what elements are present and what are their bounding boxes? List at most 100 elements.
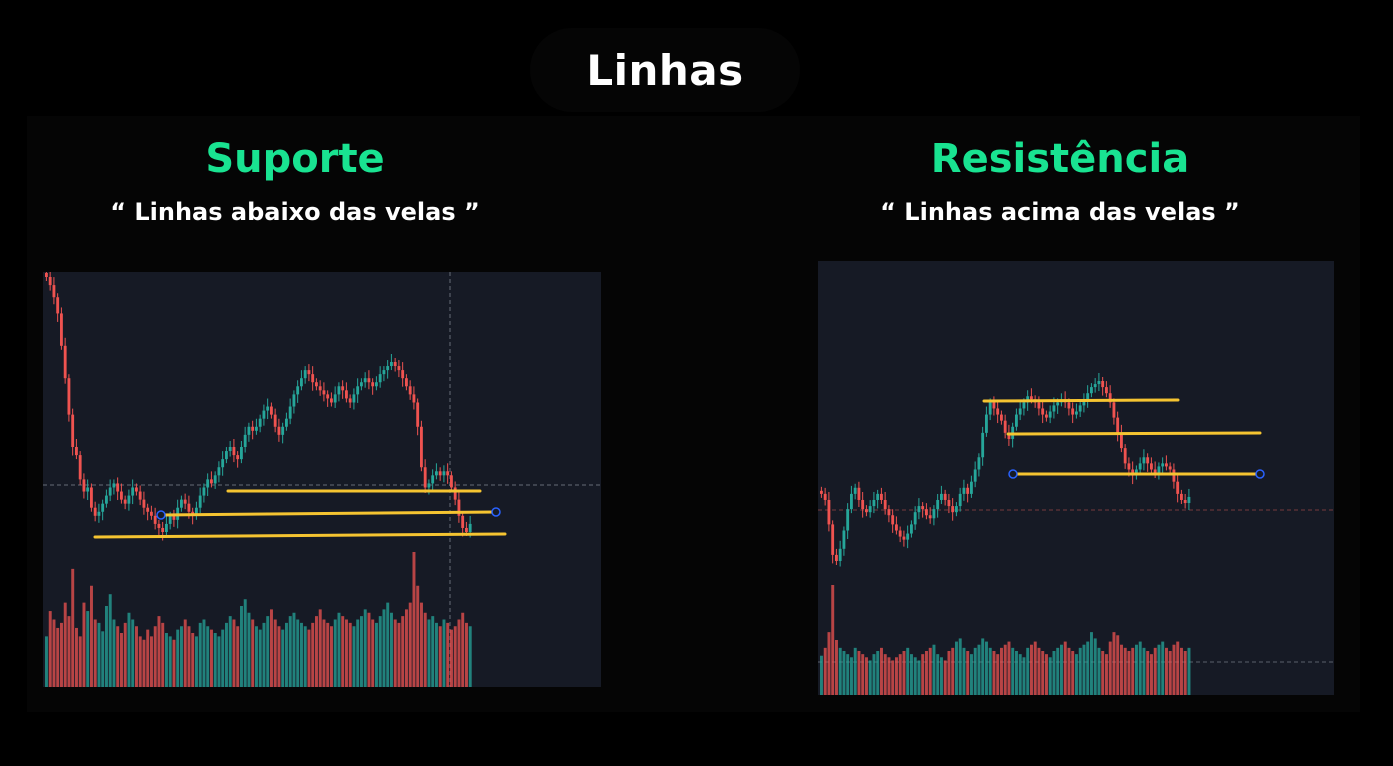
volume-bar <box>1063 641 1067 695</box>
subheading-suporte: “ Linhas abaixo das velas ” <box>110 198 480 226</box>
candle-body <box>146 507 150 512</box>
candle-body <box>996 408 1000 415</box>
candle-body <box>416 402 420 427</box>
volume-bar <box>1018 654 1022 695</box>
volume-bar <box>1030 644 1033 695</box>
candle-body <box>887 509 891 516</box>
candle-body <box>1105 387 1108 394</box>
volume-bar <box>217 636 221 687</box>
volume-bar <box>1045 654 1048 695</box>
candle-body <box>1052 405 1056 412</box>
candle-body <box>1000 414 1003 421</box>
candle-body <box>123 499 127 504</box>
volume-bar <box>348 622 352 687</box>
volume-bar <box>176 629 180 687</box>
volume-bar <box>228 616 232 687</box>
candle-body <box>93 507 97 516</box>
volume-bar <box>850 657 853 695</box>
candle-body <box>827 499 831 525</box>
volume-bar <box>86 611 90 687</box>
candle-body <box>857 487 861 500</box>
volume-bar <box>442 619 446 687</box>
volume-bar <box>315 616 318 687</box>
heading-suporte: Suporte <box>205 136 385 182</box>
volume-bar <box>93 619 97 687</box>
volume-bar <box>1011 647 1015 695</box>
candle-body <box>1176 481 1180 494</box>
volume-bar <box>206 626 210 687</box>
candle-body <box>1123 448 1127 464</box>
volume-bar <box>1105 654 1108 695</box>
volume-bar <box>1026 647 1030 695</box>
volume-bar <box>1123 647 1127 695</box>
candle-body <box>442 471 446 476</box>
volume-bar <box>981 638 985 695</box>
volume-bar <box>1150 654 1153 695</box>
volume-bar <box>823 647 827 695</box>
candle-body <box>1082 399 1086 406</box>
volume-bar <box>161 622 165 687</box>
candle-body <box>872 499 876 507</box>
candle-body <box>1101 381 1105 388</box>
candle-body <box>446 471 450 476</box>
candle-body <box>390 362 393 367</box>
volume-bar <box>168 636 172 687</box>
volume-bar <box>142 639 146 687</box>
volume-bar <box>962 647 966 695</box>
candle-body <box>876 493 880 500</box>
candle-body <box>75 447 78 456</box>
volume-bar <box>1168 651 1172 695</box>
volume-bar <box>1000 647 1003 695</box>
candle-body <box>172 515 176 520</box>
candle-body <box>1086 393 1090 400</box>
volume-bar <box>835 640 838 695</box>
volume-bar <box>1056 647 1060 695</box>
candle-body <box>955 506 958 513</box>
volume-bar <box>157 616 161 687</box>
candle-body <box>213 475 217 484</box>
volume-bar <box>977 644 981 695</box>
candle-body <box>187 503 191 512</box>
candle-body <box>127 495 131 504</box>
volume-bar <box>303 626 307 687</box>
volume-bar <box>48 611 52 687</box>
candle-body <box>120 491 123 500</box>
candle-body <box>105 495 108 504</box>
volume-bar <box>943 660 947 695</box>
candle-body <box>902 536 906 540</box>
candle-body <box>1030 396 1033 400</box>
volume-bar <box>1052 651 1056 695</box>
volume-bar <box>243 599 247 687</box>
candle-body <box>315 382 318 387</box>
volume-bar <box>52 619 56 687</box>
volume-bar <box>191 633 195 687</box>
volume-bar <box>1165 647 1168 695</box>
volume-bar <box>300 622 303 687</box>
candle-body <box>910 524 913 534</box>
volume-bar <box>921 654 925 695</box>
volume-bar <box>420 602 423 687</box>
candle-body <box>420 426 423 468</box>
candle-body <box>820 490 823 494</box>
volume-bar <box>408 602 412 687</box>
candle-body <box>1056 402 1060 406</box>
candle-body <box>217 467 221 476</box>
candle-body <box>468 523 472 532</box>
candle-body <box>1108 393 1112 403</box>
candle-body <box>202 487 206 496</box>
candle-body <box>86 487 90 492</box>
volume-bar <box>382 609 386 687</box>
volume-bar <box>1131 647 1135 695</box>
candle-body <box>367 378 371 383</box>
volume-bar <box>258 629 262 687</box>
volume-bar <box>183 619 187 687</box>
candle-body <box>951 506 955 513</box>
candle-body <box>1097 381 1101 385</box>
candle-body <box>1161 463 1165 467</box>
volume-bar <box>146 629 150 687</box>
volume-bar <box>63 602 67 687</box>
candle-body <box>898 530 902 537</box>
volume-bar <box>468 626 472 687</box>
candle-body <box>221 459 225 468</box>
candle-body <box>450 475 453 488</box>
